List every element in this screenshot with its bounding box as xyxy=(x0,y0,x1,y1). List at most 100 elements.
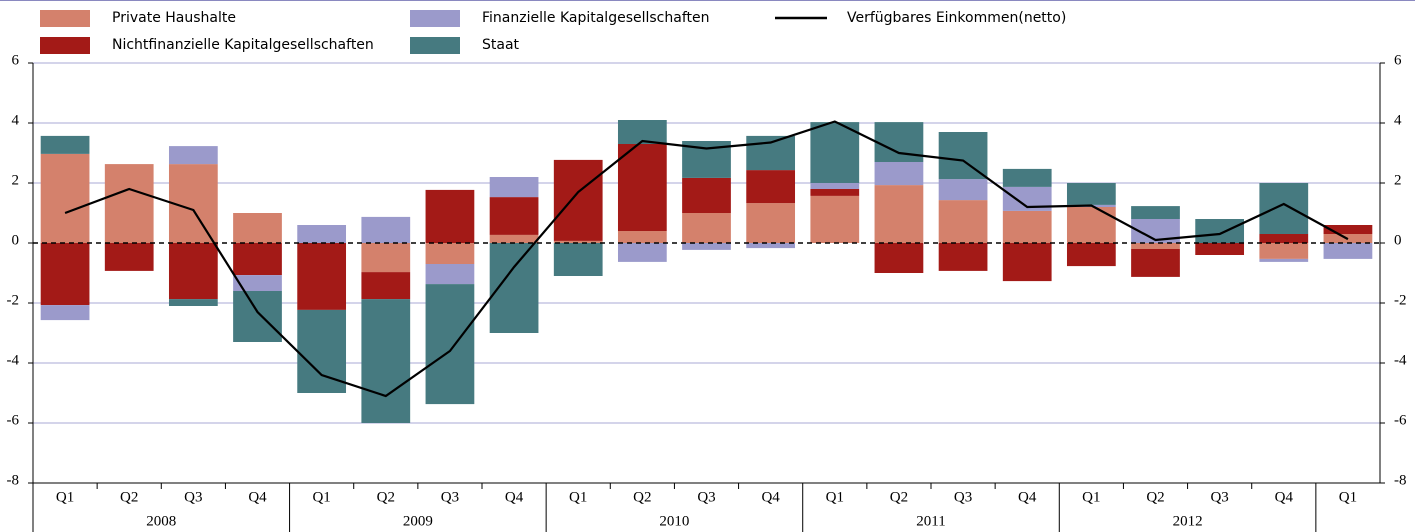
year-label: 2008 xyxy=(146,513,176,529)
x-tick-label: Q3 xyxy=(697,489,715,505)
y2-tick-label: -6 xyxy=(1394,412,1407,428)
bar xyxy=(1131,243,1180,249)
bar xyxy=(489,197,539,235)
bar xyxy=(168,243,218,300)
bar xyxy=(1323,225,1373,234)
bar xyxy=(297,243,347,310)
bar xyxy=(938,179,988,201)
y2-tick-label: 4 xyxy=(1394,112,1402,128)
year-label: 2009 xyxy=(403,513,433,529)
bar xyxy=(682,243,731,250)
y-tick-label: -8 xyxy=(7,472,20,488)
bar xyxy=(104,243,154,271)
legend-label: Nichtfinanzielle Kapitalgesellschaften xyxy=(112,37,374,53)
bar xyxy=(1066,243,1116,267)
x-tick-label: Q3 xyxy=(954,489,972,505)
y2-tick-label: 6 xyxy=(1394,52,1402,68)
bar xyxy=(1066,207,1116,243)
bar xyxy=(746,135,796,171)
y2-tick-label: -8 xyxy=(1394,472,1407,488)
bar xyxy=(233,213,282,243)
x-tick-label: Q4 xyxy=(248,489,267,505)
bar xyxy=(1195,219,1245,243)
x-tick-label: Q4 xyxy=(505,489,524,505)
bar xyxy=(425,243,475,264)
bar xyxy=(938,200,988,243)
bar xyxy=(104,164,154,243)
bar xyxy=(810,189,860,196)
x-tick-label: Q1 xyxy=(569,489,587,505)
x-tick-label: Q4 xyxy=(1275,489,1294,505)
bar xyxy=(40,135,90,154)
bar xyxy=(682,177,731,213)
bar xyxy=(938,243,988,271)
year-label: 2010 xyxy=(659,513,689,529)
y-tick-label: 2 xyxy=(12,172,20,188)
bar xyxy=(874,185,924,243)
bar xyxy=(425,189,475,243)
bar xyxy=(553,240,603,243)
bar xyxy=(746,243,796,249)
x-tick-label: Q4 xyxy=(1018,489,1037,505)
bar xyxy=(617,243,667,262)
bar xyxy=(874,162,924,186)
bar xyxy=(1259,243,1309,259)
bar xyxy=(168,299,218,306)
bar xyxy=(489,177,539,198)
y2-tick-label: -2 xyxy=(1394,292,1407,308)
x-tick-label: Q2 xyxy=(120,489,138,505)
legend-label: Verfügbares Einkommen(netto) xyxy=(847,10,1066,26)
bar xyxy=(40,243,90,306)
bar xyxy=(874,243,924,273)
legend-label: Finanzielle Kapitalgesellschaften xyxy=(482,10,709,26)
bar xyxy=(810,195,860,243)
x-tick-label: Q1 xyxy=(1339,489,1357,505)
legend-swatch xyxy=(40,10,90,27)
bar xyxy=(810,122,860,183)
x-tick-label: Q3 xyxy=(441,489,459,505)
x-tick-label: Q2 xyxy=(633,489,651,505)
bar xyxy=(617,231,667,243)
bar xyxy=(746,170,796,204)
bar xyxy=(1066,183,1116,205)
y2-tick-label: 2 xyxy=(1394,172,1402,188)
x-tick-label: Q2 xyxy=(377,489,395,505)
bar xyxy=(810,183,860,189)
x-tick-label: Q1 xyxy=(1082,489,1100,505)
y-tick-label: 4 xyxy=(12,112,20,128)
x-tick-label: Q2 xyxy=(890,489,908,505)
y-tick-label: -6 xyxy=(7,412,20,428)
x-tick-label: Q2 xyxy=(1146,489,1164,505)
bar xyxy=(746,203,796,243)
bar xyxy=(297,309,347,393)
legend-label: Private Haushalte xyxy=(112,10,236,26)
bar xyxy=(40,305,90,321)
bar xyxy=(553,243,603,276)
x-tick-label: Q1 xyxy=(826,489,844,505)
year-label: 2011 xyxy=(916,513,945,529)
bar xyxy=(233,291,282,342)
bar xyxy=(489,234,539,243)
x-tick-label: Q3 xyxy=(184,489,202,505)
bar xyxy=(233,243,282,276)
bar xyxy=(425,284,475,405)
legend-swatch xyxy=(410,10,460,27)
line-series xyxy=(64,120,1349,398)
legend-label: Staat xyxy=(482,37,520,53)
bar xyxy=(1259,258,1309,262)
y-tick-label: 6 xyxy=(12,52,20,68)
bar xyxy=(1323,243,1373,259)
bar xyxy=(297,225,347,243)
x-tick-label: Q4 xyxy=(761,489,780,505)
bar xyxy=(1131,206,1180,219)
bar xyxy=(1195,243,1245,255)
legend-swatch xyxy=(410,37,460,54)
bar xyxy=(1002,168,1052,187)
bar xyxy=(40,153,90,243)
bar xyxy=(553,159,603,241)
bar xyxy=(233,275,282,291)
y2-tick-label: -4 xyxy=(1394,352,1407,368)
bar xyxy=(1002,210,1052,243)
legend-swatch xyxy=(40,37,90,54)
